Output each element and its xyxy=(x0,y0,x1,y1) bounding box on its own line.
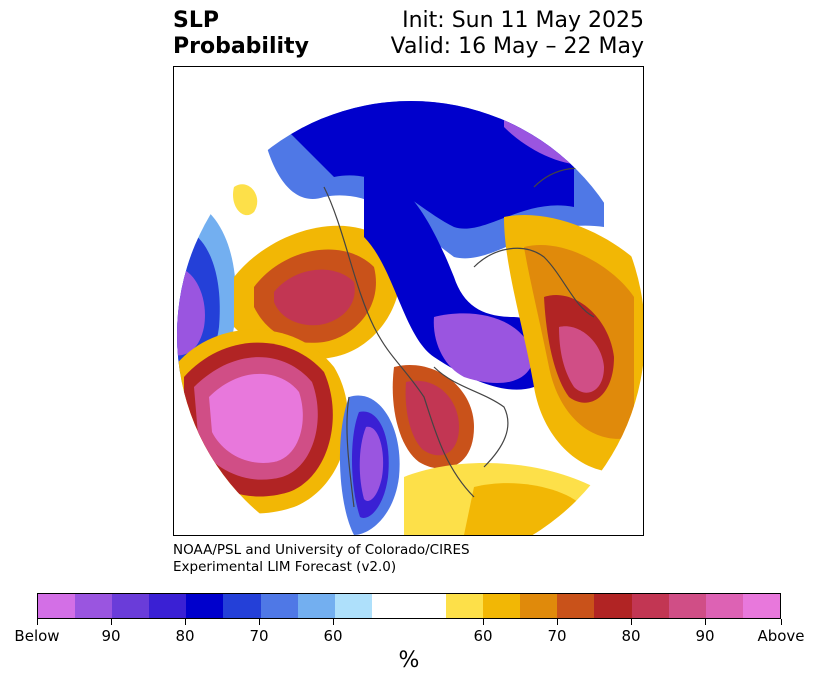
map-svg xyxy=(177,101,643,535)
colorbar-swatch xyxy=(483,594,521,618)
colorbar-tick-label: 70 xyxy=(547,627,567,645)
colorbar-tick-label: 80 xyxy=(621,627,641,645)
colorbar-tick-label: 60 xyxy=(323,627,343,645)
probability-field xyxy=(177,101,643,535)
colorbar-tick xyxy=(557,619,558,625)
colorbar-tick-label: 60 xyxy=(473,627,493,645)
colorbar-tick xyxy=(185,619,186,625)
title-line-1: SLP xyxy=(173,8,219,33)
title-line-2: Probability xyxy=(173,34,309,59)
colorbar-swatch xyxy=(75,594,113,618)
colorbar-swatch xyxy=(557,594,595,618)
colorbar-tick-label: 70 xyxy=(249,627,269,645)
colorbar-swatch xyxy=(594,594,632,618)
colorbar-swatch xyxy=(186,594,224,618)
colorbar-swatch xyxy=(631,594,669,618)
colorbar-swatch xyxy=(223,594,261,618)
colorbar-tick-label: Below xyxy=(14,627,60,645)
colorbar-tick-label: 90 xyxy=(101,627,121,645)
colorbar-swatch xyxy=(334,594,372,618)
colorbar-tick xyxy=(631,619,632,625)
map-title: SLP Probability xyxy=(173,8,309,60)
colorbar-tick xyxy=(333,619,334,625)
colorbar xyxy=(37,593,781,619)
colorbar-swatch xyxy=(371,594,409,618)
colorbar-tick xyxy=(483,619,484,625)
colorbar-tick xyxy=(705,619,706,625)
colorbar-swatch xyxy=(668,594,706,618)
forecast-dates: Init: Sun 11 May 2025 Valid: 16 May – 22… xyxy=(391,8,644,60)
probability-map xyxy=(173,66,644,536)
credit-line-1: NOAA/PSL and University of Colorado/CIRE… xyxy=(173,542,470,558)
colorbar-swatch xyxy=(149,594,187,618)
colorbar-tick xyxy=(111,619,112,625)
colorbar-swatch xyxy=(260,594,298,618)
init-date: Init: Sun 11 May 2025 xyxy=(402,8,644,33)
credit-text: NOAA/PSL and University of Colorado/CIRE… xyxy=(173,542,470,576)
colorbar-tick-label: Above xyxy=(757,627,805,645)
colorbar-swatch xyxy=(446,594,484,618)
credit-line-2: Experimental LIM Forecast (v2.0) xyxy=(173,559,397,575)
colorbar-tick-label: 90 xyxy=(695,627,715,645)
colorbar-swatch xyxy=(705,594,743,618)
colorbar-swatch xyxy=(297,594,335,618)
colorbar-swatch xyxy=(520,594,558,618)
colorbar-tick xyxy=(259,619,260,625)
colorbar-swatch xyxy=(408,594,447,618)
colorbar-swatch xyxy=(112,594,150,618)
colorbar-tick xyxy=(37,619,38,625)
coastlines xyxy=(323,167,605,508)
colorbar-tick-label: 80 xyxy=(175,627,195,645)
colorbar-swatch xyxy=(38,594,76,618)
colorbar-unit: % xyxy=(398,648,420,673)
colorbar-tick xyxy=(781,619,782,625)
valid-range: Valid: 16 May – 22 May xyxy=(390,34,644,59)
colorbar-swatch xyxy=(742,594,780,618)
